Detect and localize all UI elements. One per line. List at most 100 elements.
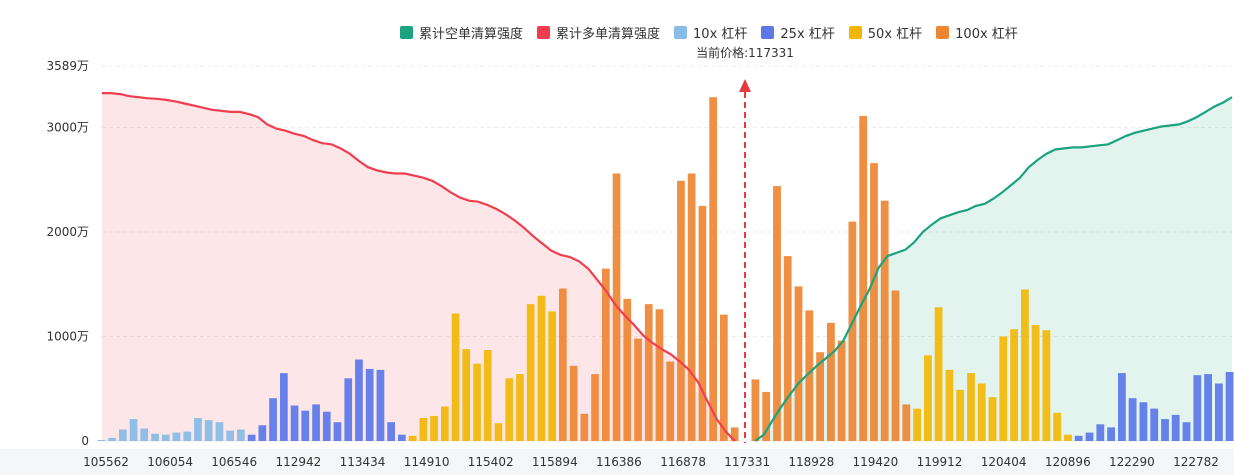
bar-lev50 [924, 355, 932, 441]
bar-lev25 [312, 404, 320, 441]
bar-lev100 [837, 340, 846, 441]
legend: 累计空单清算强度 累计多单清算强度 10x 杠杆 25x 杠杆 50x 杠杆 1… [400, 22, 1032, 42]
bar-lev100 [859, 116, 868, 441]
bar-lev25 [1096, 424, 1105, 441]
bar-lev100 [591, 374, 599, 441]
bar-lev100 [720, 314, 728, 441]
bar-lev10 [140, 428, 149, 441]
bar-lev25 [1118, 373, 1126, 441]
legend-label: 25x 杠杆 [780, 26, 835, 42]
bar-lev100 [880, 200, 889, 441]
legend-item-long-cum[interactable]: 累计多单清算强度 [537, 23, 660, 42]
bar-lev50 [483, 350, 492, 441]
bar-lev100 [816, 352, 824, 441]
bar-lev25 [344, 378, 353, 441]
bar-lev50 [1010, 329, 1018, 441]
bar-lev100 [655, 309, 664, 441]
bar-lev25 [1204, 374, 1212, 441]
bar-lev25 [280, 373, 288, 441]
x-tick-label: 119912 [917, 455, 963, 469]
bar-lev100 [805, 310, 814, 441]
x-tick-label: 116878 [660, 455, 706, 469]
bar-lev10 [237, 429, 245, 441]
bar-lev25 [1128, 398, 1137, 441]
bar-lev100 [677, 180, 685, 442]
x-tick-label: 115402 [468, 455, 514, 469]
x-tick-label: 114910 [404, 455, 450, 469]
bar-lev50 [473, 363, 481, 441]
y-tick-label: 0 [81, 434, 89, 448]
bar-lev50 [441, 406, 449, 441]
bar-lev100 [580, 413, 589, 441]
legend-swatch [537, 25, 551, 39]
legend-swatch [400, 25, 413, 39]
bar-lev50 [1031, 325, 1040, 441]
bar-lev10 [172, 432, 181, 441]
bar-lev25 [1225, 372, 1234, 441]
legend-item-lev10[interactable]: 10x 杠杆 [674, 23, 747, 42]
leverage-bars [97, 97, 1234, 442]
bar-lev50 [419, 418, 428, 441]
legend-swatch [936, 25, 950, 39]
legend-item-short-cum[interactable]: 累计空单清算强度 [400, 23, 523, 42]
bar-lev10 [226, 430, 234, 441]
bar-lev50 [934, 307, 943, 441]
long-cum-area [102, 93, 735, 441]
bar-lev10 [108, 437, 116, 441]
legend-swatch [674, 25, 688, 39]
legend-label: 累计多单清算强度 [556, 26, 661, 42]
current-price-arrow-icon [739, 79, 751, 92]
bar-lev100 [698, 205, 707, 441]
short-cum-curve [754, 96, 1233, 442]
bar-lev50 [408, 435, 417, 441]
legend-swatch [848, 25, 862, 39]
bar-lev50 [430, 415, 438, 441]
bar-lev10 [151, 433, 159, 441]
bar-lev50 [999, 336, 1008, 441]
bar-lev25 [333, 422, 342, 441]
bar-lev100 [644, 304, 653, 441]
bar-lev50 [1042, 330, 1051, 441]
bar-lev25 [269, 398, 277, 441]
bar-lev50 [1053, 412, 1062, 441]
bar-lev100 [666, 361, 675, 441]
bar-lev50 [548, 311, 556, 441]
bar-lev50 [451, 313, 460, 441]
bar-lev25 [1161, 419, 1169, 441]
bar-lev25 [1139, 402, 1148, 441]
bar-lev100 [891, 290, 900, 441]
x-tick-label: 116386 [596, 455, 642, 469]
bar-lev10 [97, 440, 106, 441]
long-cum-curve [102, 92, 736, 442]
x-tick-label: 106546 [211, 455, 257, 469]
bar-lev100 [870, 163, 878, 441]
x-tick-label: 122782 [1173, 455, 1219, 469]
legend-item-lev100[interactable]: 100x 杠杆 [936, 23, 1018, 42]
bar-lev25 [301, 410, 310, 441]
bar-lev50 [956, 389, 965, 441]
bar-lev100 [634, 338, 642, 441]
bar-lev25 [1182, 422, 1191, 441]
bar-lev25 [1193, 375, 1202, 441]
bar-lev50 [967, 373, 975, 441]
bar-lev50 [1021, 289, 1029, 441]
bar-lev25 [1215, 383, 1223, 441]
bar-lev25 [1085, 432, 1094, 441]
bar-lev25 [322, 411, 331, 441]
bar-lev25 [247, 434, 256, 441]
legend-item-lev25[interactable]: 25x 杠杆 [761, 23, 835, 42]
bar-lev10 [183, 431, 192, 441]
legend-label: 10x 杠杆 [693, 26, 748, 42]
bar-lev25 [387, 422, 395, 441]
bar-lev50 [977, 383, 986, 441]
bar-lev100 [794, 286, 803, 441]
bar-lev50 [537, 295, 546, 441]
bar-lev50 [526, 304, 535, 441]
legend-item-lev50[interactable]: 50x 杠杆 [848, 23, 922, 42]
bar-lev100 [730, 427, 739, 441]
bar-lev25 [1171, 414, 1180, 441]
bar-lev50 [494, 423, 503, 441]
bar-lev10 [194, 418, 202, 441]
bar-lev50 [516, 374, 524, 441]
